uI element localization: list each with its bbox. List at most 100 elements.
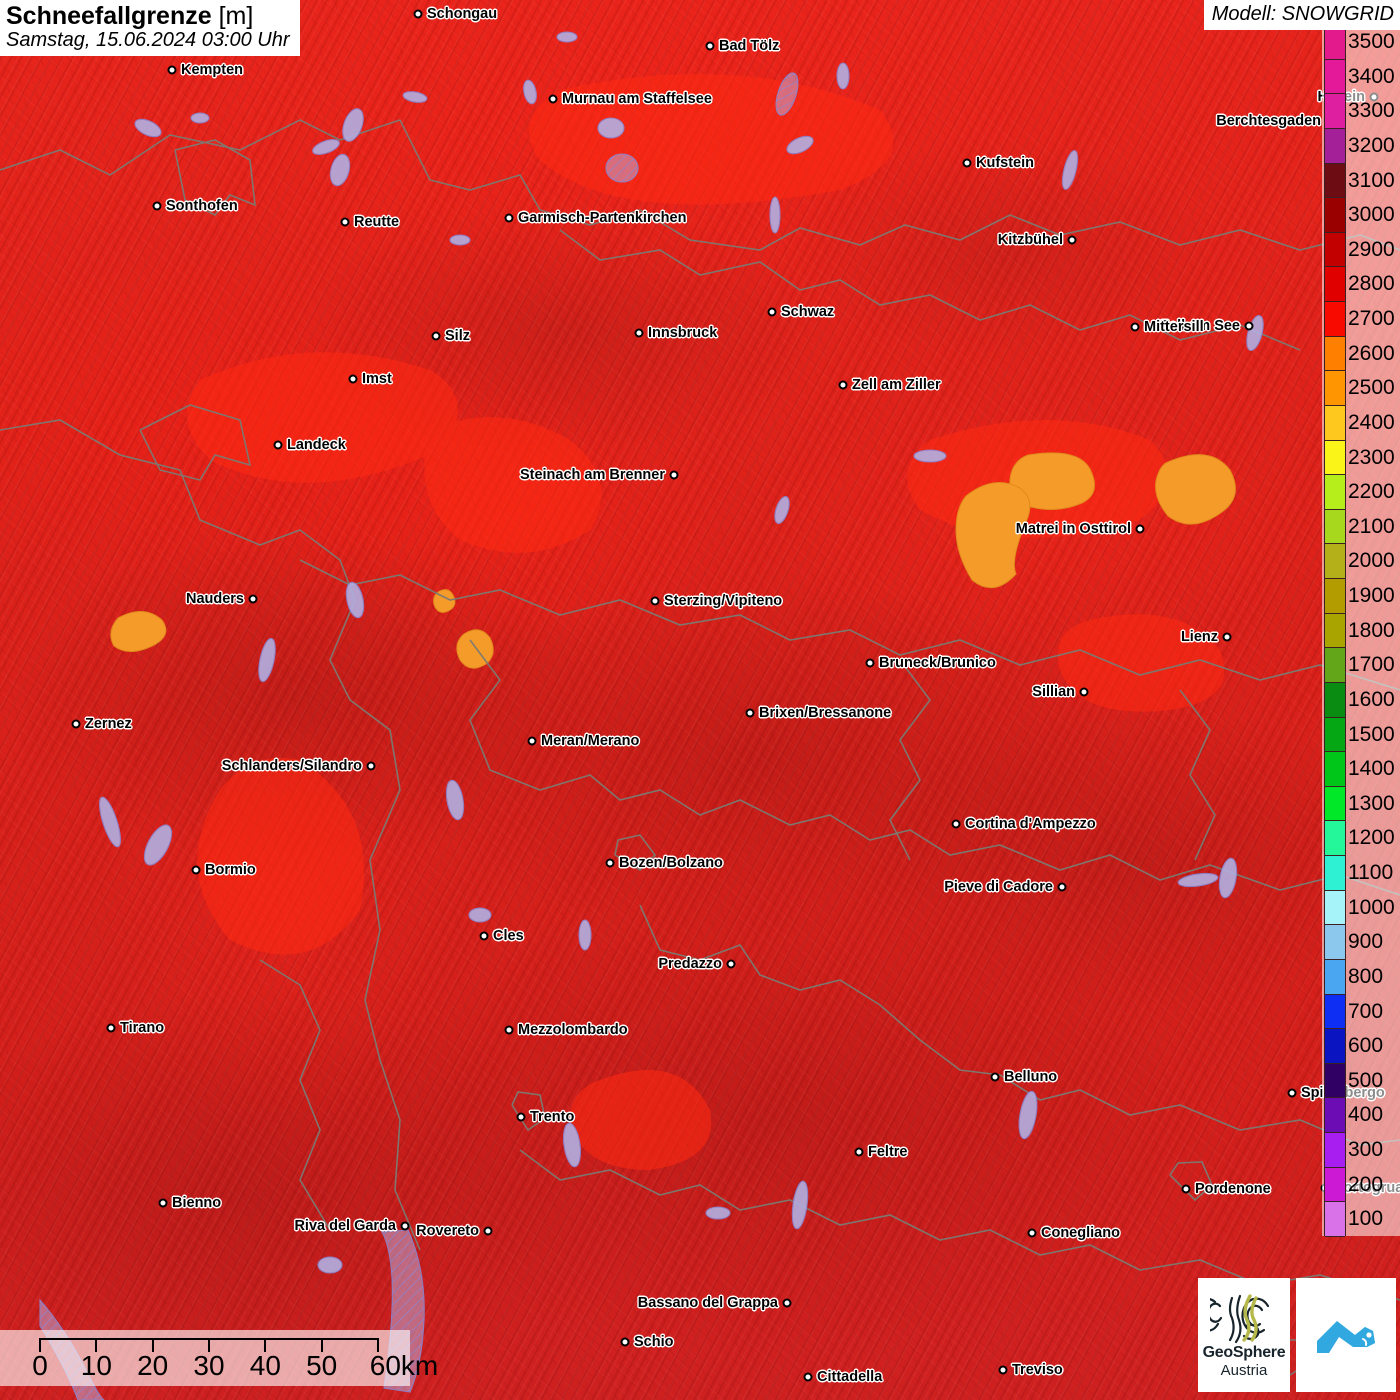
city-label: Trento (530, 1109, 575, 1125)
city-label: Cortina d'Ampezzo (965, 816, 1096, 832)
logo-group: GeoSphere Austria (1198, 1278, 1396, 1392)
forecast-datetime: Samstag, 15.06.2024 03:00 Uhr (6, 28, 290, 51)
city-label: Kitzbühel (997, 232, 1063, 248)
legend-tick-1300: 1300 (1348, 791, 1395, 815)
city-dot-icon (167, 65, 177, 75)
legend-tick-200: 200 (1348, 1172, 1384, 1196)
city-dot-icon (865, 658, 875, 668)
city-label: Cles (493, 928, 524, 944)
city-label: Pordenone (1195, 1181, 1271, 1197)
city-dot-icon (1027, 1228, 1037, 1238)
legend-tick-500: 500 (1348, 1068, 1384, 1092)
city-dot-icon (1057, 882, 1067, 892)
city-label: Imst (362, 371, 392, 387)
city-label: Predazzo (658, 956, 722, 972)
model-label-box: Modell: SNOWGRID (1203, 0, 1400, 30)
legend-tick-1500: 1500 (1348, 722, 1395, 746)
geosphere-logo-line2: Austria (1220, 1361, 1268, 1379)
city-label: Belluno (1004, 1069, 1058, 1085)
city-dot-icon (71, 719, 81, 729)
legend-tick-700: 700 (1348, 999, 1384, 1023)
city-dot-icon (998, 1365, 1008, 1375)
geosphere-logo-line1: GeoSphere (1202, 1343, 1286, 1361)
legend-tick-2700: 2700 (1348, 307, 1395, 331)
legend-cell-300 (1325, 1133, 1345, 1168)
city-label: Pieve di Cadore (944, 879, 1053, 895)
city-label: Zernez (85, 716, 132, 732)
city-dot-icon (650, 596, 660, 606)
water-bodies (39, 31, 1264, 1400)
legend-tick-2000: 2000 (1348, 549, 1395, 573)
legend-cell-700 (1325, 994, 1345, 1030)
title-unit: [m] (218, 2, 254, 30)
city-label: Meran/Merano (541, 733, 640, 749)
legend-cell-3400 (1325, 59, 1345, 95)
city-dot-icon (1067, 235, 1077, 245)
legend-cell-3200 (1325, 128, 1345, 164)
city-dot-icon (516, 1112, 526, 1122)
scale-label-30: 30 (193, 1350, 225, 1381)
legend-tick-1800: 1800 (1348, 618, 1395, 642)
city-dot-icon (548, 94, 558, 104)
mountain-snow-icon (1317, 1321, 1375, 1353)
city-dot-icon (366, 761, 376, 771)
city-label: Bruneck/Brunico (879, 655, 996, 671)
city-dot-icon (1181, 1184, 1191, 1194)
scale-tick-0 (39, 1338, 41, 1352)
legend-tick-300: 300 (1348, 1138, 1384, 1162)
city-label: Bozen/Bolzano (619, 855, 723, 871)
legend-cell-400 (1325, 1098, 1345, 1133)
city-dot-icon (990, 1072, 1000, 1082)
legend-cell-2500 (1325, 371, 1345, 406)
legend-tick-1900: 1900 (1348, 584, 1395, 608)
scale-bar-ticks: 0 10 20 30 40 50 60km (0, 1330, 438, 1381)
legend-cell-1600 (1325, 682, 1345, 718)
city-dot-icon (348, 374, 358, 384)
city-label: Matrei in Osttirol (1015, 521, 1131, 537)
administrative-borders (0, 119, 1400, 1376)
city-label: Cittadella (817, 1369, 883, 1385)
legend-cell-2000 (1325, 544, 1345, 579)
color-legend: 3500 3400 3300 3200 3100 3000 2900 2800 2700 2600… (1322, 24, 1400, 1237)
city-label: Schongau (427, 6, 498, 22)
city-label: Kufstein (976, 155, 1034, 171)
city-dot-icon (1079, 687, 1089, 697)
city-dot-icon (158, 1198, 168, 1208)
legend-tick-2600: 2600 (1348, 341, 1395, 365)
legend-cell-1700 (1325, 648, 1345, 683)
city-dot-icon (803, 1372, 813, 1382)
legend-tick-3500: 3500 (1348, 30, 1395, 53)
city-label: Steinach am Brenner (519, 467, 665, 483)
city-label: Riva del Garda (294, 1218, 396, 1234)
legend-tick-3000: 3000 (1348, 203, 1395, 227)
city-dot-icon (726, 959, 736, 969)
legend-cell-1500 (1325, 717, 1345, 753)
legend-cell-2900 (1325, 232, 1345, 268)
legend-cell-2400 (1325, 405, 1345, 441)
city-dot-icon (1135, 524, 1145, 534)
city-label: Bienno (172, 1195, 222, 1211)
snowline-2500-patches (110, 452, 1236, 669)
legend-cell-2600 (1325, 336, 1345, 372)
city-label: Kempten (181, 62, 244, 78)
model-label: Modell: SNOWGRID (1211, 3, 1394, 25)
scale-label-50: 50 (306, 1350, 338, 1381)
city-label: Bad Tölz (719, 38, 780, 54)
city-dot-icon (854, 1147, 864, 1157)
legend-tick-3400: 3400 (1348, 64, 1395, 88)
city-dot-icon (340, 217, 350, 227)
legend-cell-2200 (1325, 475, 1345, 510)
city-dot-icon (479, 931, 489, 941)
legend-cell-3300 (1325, 94, 1345, 129)
legend-tick-labels: 3500 3400 3300 3200 3100 3000 2900 2800 2700 2600… (1348, 24, 1400, 1236)
legend-tick-3300: 3300 (1348, 99, 1395, 123)
city-label: Berchtesgaden (1216, 113, 1321, 129)
legend-tick-1400: 1400 (1348, 757, 1395, 781)
legend-cell-200 (1325, 1167, 1345, 1203)
scale-label-20: 20 (137, 1350, 169, 1381)
title-text: Schneefallgrenze (6, 2, 212, 30)
city-dot-icon (1244, 321, 1254, 331)
legend-tick-3100: 3100 (1348, 168, 1395, 192)
city-dot-icon (634, 328, 644, 338)
